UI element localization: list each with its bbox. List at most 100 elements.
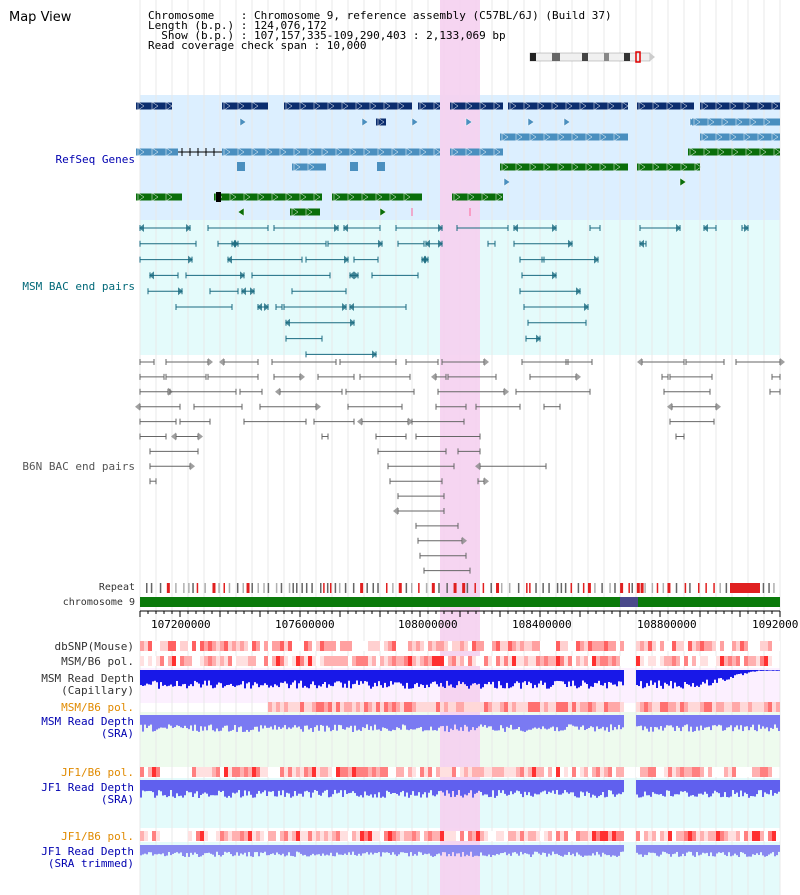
track-label-msm-b6-pol-2[interactable]: MSM/B6 pol. (61, 701, 134, 714)
depth-bar (384, 715, 386, 729)
track-label-chromosome[interactable]: chromosome 9 (62, 597, 135, 608)
depth-bar (244, 715, 246, 732)
depth-bar (142, 670, 144, 686)
gene-bar (214, 193, 322, 201)
track-label-refseq[interactable]: RefSeq Genes (55, 153, 135, 166)
track-label-msm-b6-pol-1[interactable]: MSM/B6 pol. (61, 655, 134, 668)
track-label-msm-bac[interactable]: MSM BAC end pairs (22, 280, 135, 293)
depth-bar (498, 845, 500, 855)
depth-bar (188, 670, 190, 686)
heat-cell (148, 656, 152, 666)
depth-bar (470, 715, 472, 730)
chromosome-ideogram[interactable] (529, 51, 655, 63)
track-label-jf1-b6-pol-2[interactable]: JF1/B6 pol. (61, 830, 134, 843)
depth-bar (744, 845, 746, 855)
depth-bar (330, 780, 332, 797)
track-label-repeat[interactable]: Repeat (98, 582, 135, 593)
depth-bar (224, 670, 226, 687)
heat-cell (572, 831, 576, 841)
depth-bar (714, 780, 716, 791)
show-line: Show (b.p.) : 107,157,335-109,290,403 : … (148, 29, 506, 42)
depth-bar (662, 780, 664, 796)
depth-bar (552, 715, 554, 727)
gene-arrow (251, 101, 259, 111)
depth-bar (378, 845, 380, 853)
track-label-msm-depth-cap[interactable]: MSM Read Depth (41, 672, 134, 685)
track-label-jf1-depth-trim[interactable]: JF1 Read Depth (41, 845, 134, 858)
heat-tracks[interactable] (140, 641, 780, 841)
heat-cell (500, 831, 504, 841)
depth-bar (336, 715, 338, 731)
heat-cell (328, 702, 332, 712)
depth-bar (216, 715, 218, 729)
depth-bar (142, 780, 144, 791)
depth-bar (438, 670, 440, 687)
depth-bar (686, 845, 688, 853)
track-label-dbsnp[interactable]: dbSNP(Mouse) (54, 640, 134, 653)
depth-bar (420, 845, 422, 853)
heat-cell (668, 656, 672, 666)
depth-bar (496, 845, 498, 854)
depth-bar (176, 670, 178, 681)
depth-bar (180, 845, 182, 853)
depth-bar (638, 845, 640, 855)
depth-bar (460, 670, 462, 684)
depth-bar (506, 845, 508, 856)
depth-bar (368, 780, 370, 796)
depth-bar (200, 780, 202, 796)
heat-cell (292, 702, 296, 712)
track-label-msm-depth-sra[interactable]: MSM Read Depth (41, 715, 134, 728)
heat-cell (140, 656, 144, 666)
msm-bac-track[interactable] (139, 224, 749, 359)
heat-cell (456, 656, 460, 666)
heat-cell (284, 831, 288, 841)
heat-cell (384, 641, 388, 651)
heat-cell (500, 656, 504, 666)
b6n-bac-track[interactable] (135, 358, 785, 574)
track-label-jf1-depth-sra-sub: (SRA) (100, 793, 134, 806)
depth-bar (486, 845, 488, 857)
heat-cell (540, 641, 544, 651)
depth-bar (270, 780, 272, 792)
depth-bar (460, 780, 462, 796)
depth-bar (602, 715, 604, 727)
heat-cell (528, 831, 532, 841)
depth-bar (324, 845, 326, 856)
heat-cell (360, 702, 364, 712)
depth-bar (250, 780, 252, 795)
depth-bar (622, 845, 624, 852)
heat-cell (696, 641, 700, 651)
depth-bar (224, 715, 226, 726)
depth-bar (764, 670, 766, 671)
heat-cell (372, 767, 376, 777)
depth-bar (260, 670, 262, 686)
heat-cell (428, 767, 432, 777)
depth-bar (322, 845, 324, 854)
refseq-gene-track[interactable] (136, 101, 781, 217)
repeat-element (628, 583, 630, 593)
depth-tracks[interactable] (140, 670, 780, 857)
repeat-track[interactable] (146, 583, 775, 593)
chromosome-bar[interactable] (140, 597, 780, 607)
depth-bar (240, 780, 242, 798)
depth-bar (576, 715, 578, 727)
depth-bar (322, 780, 324, 793)
heat-cell (484, 831, 488, 841)
track-label-jf1-depth-sra[interactable]: JF1 Read Depth (41, 781, 134, 794)
depth-bar (506, 780, 508, 796)
depth-bar (376, 715, 378, 730)
depth-bar (208, 845, 210, 853)
depth-bar (346, 715, 348, 728)
track-label-jf1-b6-pol-1[interactable]: JF1/B6 pol. (61, 766, 134, 779)
depth-bar (476, 780, 478, 793)
depth-bar (636, 845, 638, 853)
depth-bar (434, 670, 436, 682)
depth-bar (666, 670, 668, 685)
depth-bar (416, 780, 418, 796)
track-label-b6n-bac[interactable]: B6N BAC end pairs (22, 460, 135, 473)
depth-bar (660, 845, 662, 855)
bac-end-arrow (241, 287, 246, 296)
depth-bar (242, 780, 244, 797)
depth-bar (464, 715, 466, 725)
